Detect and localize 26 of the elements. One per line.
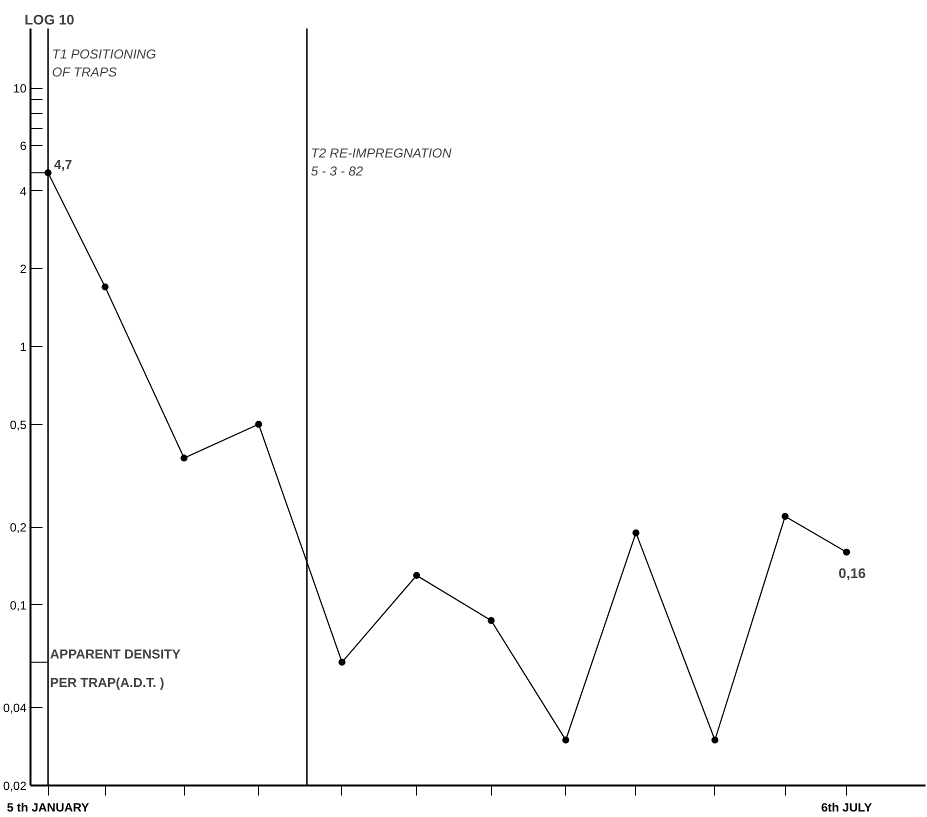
y-tick-label: 4 [20,184,27,198]
data-label: 0,16 [838,565,866,582]
y-tick-label: 0,5 [10,418,27,432]
y-tick-label: 0,1 [10,598,27,612]
point [782,512,789,520]
y-tick-label: 2 [20,262,27,276]
x-tick-label: 5 th JANUARY [6,800,90,814]
x-tick-label: 6th JULY [821,800,872,814]
point [562,736,570,744]
y-tick-label: 10 [13,82,27,96]
y-tick-label: 0,2 [10,520,27,535]
y-tick-label: 6 [20,138,27,153]
point [102,283,109,290]
y-tick-label: 0,02 [3,779,27,793]
data-label: 4,7 [54,156,72,172]
point [843,548,850,556]
point [180,454,188,462]
point [255,420,262,428]
y-tick-label: 0,04 [3,701,27,716]
y-tick-label: 1 [20,340,27,354]
y-axis-title: LOG 10 [24,12,75,28]
point [632,529,640,536]
point [711,736,718,744]
ref-line-label: T2 RE-IMPREGNATION 5 - 3 - 82 [310,145,452,178]
ref-line-label: T1 POSITIONING OF TRAPS [52,46,156,80]
annotation: APPARENT DENSITY PER TRAP(A.D.T. ) [50,646,181,690]
